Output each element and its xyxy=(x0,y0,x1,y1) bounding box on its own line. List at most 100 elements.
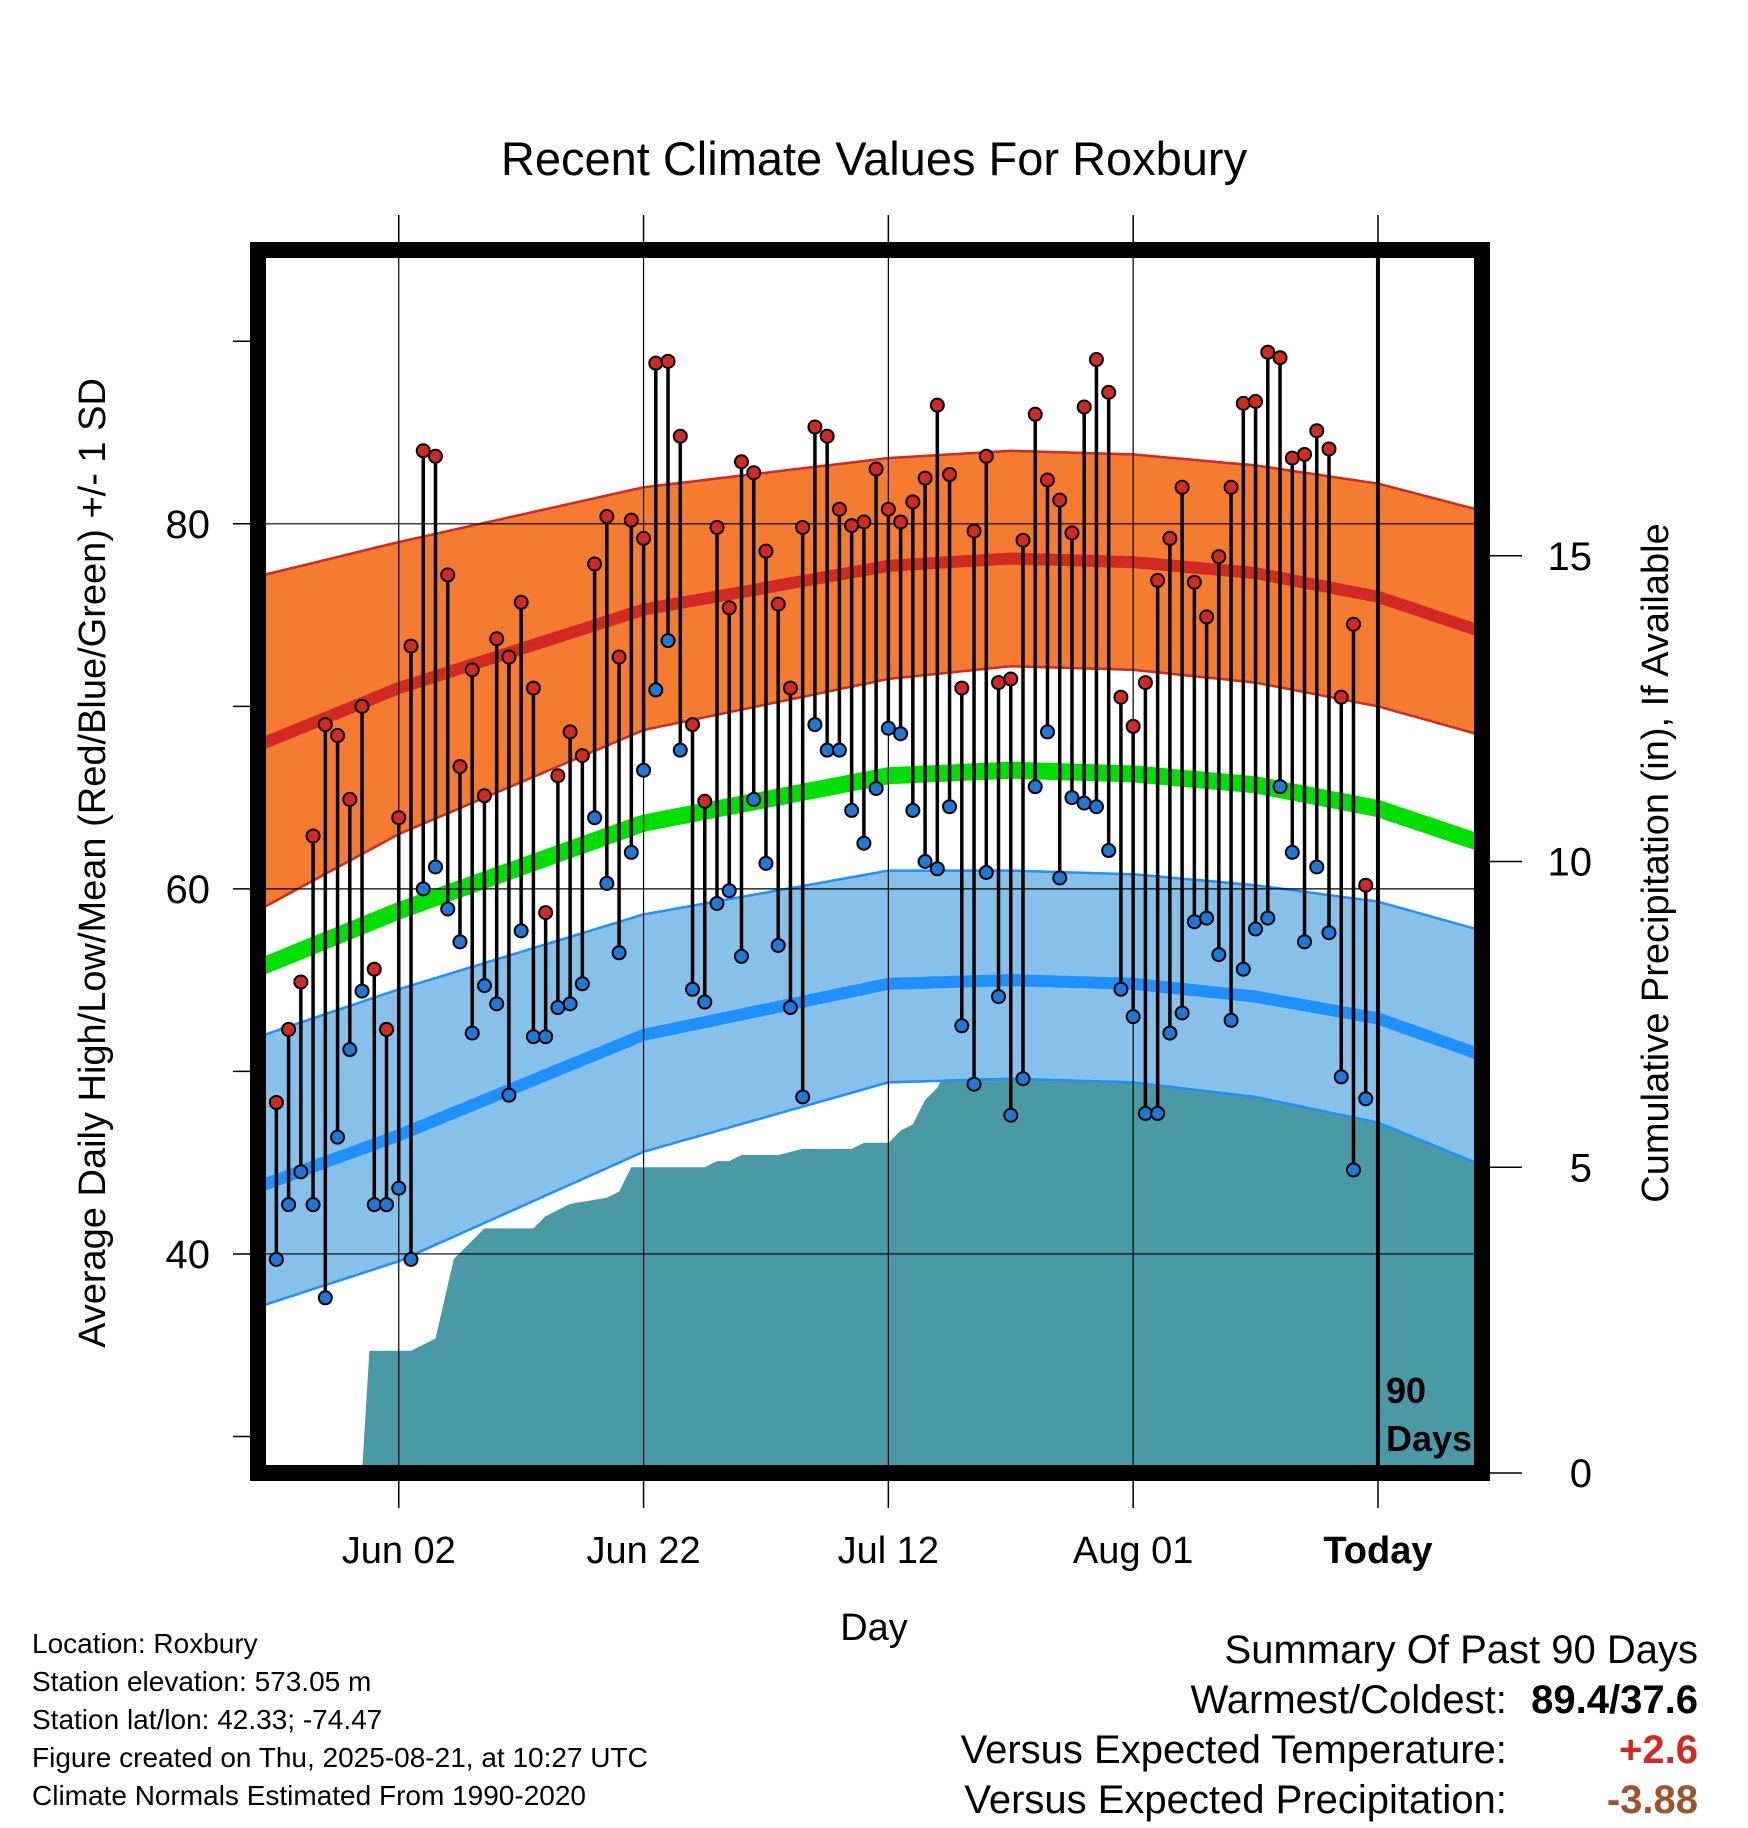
daily-high-point xyxy=(782,680,798,696)
daily-high-point xyxy=(1284,450,1300,466)
daily-high-point xyxy=(905,494,921,510)
daily-high-point xyxy=(415,443,431,459)
daily-high-point xyxy=(440,567,456,583)
daily-high-point xyxy=(648,355,664,371)
daily-high-point xyxy=(293,974,309,990)
y2-tick-label: 15 xyxy=(1548,535,1593,579)
daily-low-point xyxy=(991,989,1007,1005)
daily-low-point xyxy=(452,934,468,950)
daily-high-point xyxy=(1088,352,1104,368)
daily-high-point xyxy=(1113,689,1129,705)
daily-low-point xyxy=(1088,799,1104,815)
daily-low-point xyxy=(758,855,774,871)
daily-low-point xyxy=(562,996,578,1012)
daily-low-point xyxy=(342,1042,358,1058)
daily-low-point xyxy=(330,1129,346,1145)
daily-high-point xyxy=(733,454,749,470)
daily-low-point xyxy=(685,981,701,997)
daily-low-point xyxy=(795,1089,811,1105)
daily-low-point xyxy=(819,742,835,758)
daily-low-point xyxy=(1223,1012,1239,1028)
high-sd-upper-line xyxy=(258,449,1482,577)
daily-low-point xyxy=(893,726,909,742)
created-text: Figure created on Thu, 2025-08-21, at 10… xyxy=(32,1742,648,1773)
daily-high-point xyxy=(305,828,321,844)
daily-low-point xyxy=(1174,1005,1190,1021)
daily-high-point xyxy=(991,675,1007,691)
daily-low-point xyxy=(782,1000,798,1016)
warmest-value: 89.4/37.6 xyxy=(1531,1678,1698,1722)
daily-high-point xyxy=(366,961,382,977)
daily-low-point xyxy=(905,802,921,818)
daily-high-point xyxy=(525,680,541,696)
y2-tick-label: 10 xyxy=(1548,841,1593,885)
daily-low-point xyxy=(366,1197,382,1213)
daily-low-point xyxy=(1064,790,1080,806)
daily-high-point xyxy=(844,518,860,534)
daily-high-point xyxy=(1064,525,1080,541)
daily-low-point xyxy=(929,861,945,877)
daily-high-point xyxy=(1101,384,1117,400)
daily-low-point xyxy=(1101,843,1117,859)
daily-high-point xyxy=(1223,479,1239,495)
daily-high-point xyxy=(978,448,994,464)
daily-high-point xyxy=(1309,423,1325,439)
daily-high-point xyxy=(538,905,554,921)
daily-high-point xyxy=(330,728,346,744)
daily-low-point xyxy=(1027,779,1043,795)
daily-low-point xyxy=(427,859,443,875)
temp-value: +2.6 xyxy=(1619,1728,1698,1772)
y-tick-label: 60 xyxy=(166,868,211,912)
daily-high-point xyxy=(1358,877,1374,893)
daily-high-point xyxy=(1003,671,1019,687)
daily-low-point xyxy=(501,1087,517,1103)
daily-low-point xyxy=(1137,1105,1153,1121)
daily-high-point xyxy=(1137,675,1153,691)
temp-row: Versus Expected Temperature: +2.6 xyxy=(961,1725,1698,1775)
daily-low-point xyxy=(293,1164,309,1180)
daily-high-point xyxy=(562,724,578,740)
daily-low-point xyxy=(587,810,603,826)
today-days-label: Days xyxy=(1386,1418,1472,1459)
y2-tick-label: 0 xyxy=(1570,1452,1592,1496)
daily-low-point xyxy=(636,762,652,778)
daily-high-point xyxy=(709,519,725,535)
daily-high-point xyxy=(795,519,811,535)
daily-high-point xyxy=(893,514,909,530)
daily-high-point xyxy=(807,419,823,435)
daily-low-point xyxy=(880,720,896,736)
daily-low-point xyxy=(1199,910,1215,926)
daily-high-point xyxy=(1052,492,1068,508)
daily-high-point xyxy=(672,428,688,444)
daily-low-point xyxy=(660,633,676,649)
daily-high-point xyxy=(954,680,970,696)
x-tick-label: Jun 22 xyxy=(587,1530,701,1572)
daily-low-point xyxy=(538,1029,554,1045)
daily-high-point xyxy=(1076,399,1092,415)
daily-high-point xyxy=(1150,572,1166,588)
daily-low-point xyxy=(746,791,762,807)
daily-low-point xyxy=(856,835,872,851)
daily-low-point xyxy=(770,937,786,953)
daily-low-point xyxy=(1125,1009,1141,1025)
daily-low-point xyxy=(623,844,639,860)
x-tick-label: Today xyxy=(1323,1530,1432,1572)
daily-high-point xyxy=(342,791,358,807)
daily-low-point xyxy=(1248,921,1264,937)
daily-low-point xyxy=(831,742,847,758)
daily-low-point xyxy=(268,1251,284,1267)
daily-low-point xyxy=(1211,947,1227,963)
daily-high-point xyxy=(819,428,835,444)
daily-high-point xyxy=(464,662,480,678)
daily-high-point xyxy=(354,698,370,714)
daily-high-point xyxy=(660,353,676,369)
daily-low-point xyxy=(464,1025,480,1041)
daily-high-point xyxy=(1027,406,1043,422)
daily-low-point xyxy=(917,854,933,869)
daily-high-point xyxy=(403,638,419,654)
summary-panel: Summary Of Past 90 Days Warmest/Coldest:… xyxy=(961,1625,1698,1825)
low-sd-upper-line xyxy=(258,869,1482,1037)
daily-high-point xyxy=(489,631,505,647)
daily-low-point xyxy=(966,1076,982,1092)
daily-low-point xyxy=(415,881,431,897)
